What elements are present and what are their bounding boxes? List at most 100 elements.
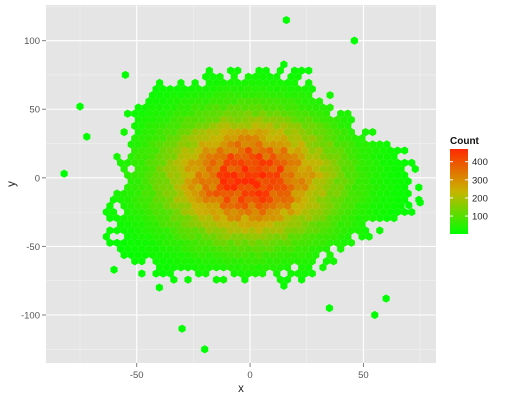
hex-cell	[276, 189, 284, 198]
hex-cell	[305, 238, 313, 247]
hex-cell	[273, 207, 281, 217]
hex-cell	[212, 275, 220, 284]
hex-cell	[287, 232, 295, 241]
hex-cell	[230, 146, 238, 155]
hex-cell	[134, 201, 142, 210]
hex-cell	[180, 220, 189, 229]
hex-cell	[358, 134, 366, 143]
hex-cell	[283, 152, 291, 161]
hex-cell	[379, 158, 387, 167]
hex-cell	[294, 134, 302, 143]
hex-cell	[287, 97, 295, 106]
hex-cell	[386, 207, 394, 217]
hex-cell	[219, 263, 228, 272]
hex-cell	[372, 171, 380, 180]
hex-cell	[131, 232, 139, 241]
hex-cell	[227, 238, 235, 247]
hex-cell	[241, 226, 249, 235]
hex-cell	[241, 238, 249, 247]
hex-cell	[237, 183, 245, 192]
hex-cell	[248, 152, 256, 161]
hex-cell	[159, 146, 167, 155]
hex-cell	[287, 84, 295, 94]
hex-cell	[124, 220, 132, 229]
hex-cell	[322, 220, 331, 229]
hex-cell	[365, 183, 373, 192]
hex-cell	[216, 257, 224, 266]
hex-cell	[145, 232, 153, 241]
hex-cell-outlier	[325, 304, 333, 313]
hex-cell	[234, 128, 242, 137]
hex-cell	[259, 269, 267, 278]
hex-cell	[376, 164, 384, 174]
hex-cell	[390, 152, 398, 161]
hex-cell	[259, 232, 267, 241]
hex-cell	[177, 177, 185, 186]
hex-cell	[344, 195, 352, 204]
hex-cell	[266, 195, 274, 204]
hex-cell	[251, 84, 260, 94]
hex-cell	[266, 109, 274, 118]
hex-cell	[180, 121, 189, 131]
hex-cell	[351, 158, 359, 167]
hex-cell	[216, 84, 224, 94]
hex-cell-outlier	[60, 169, 68, 178]
hex-cell	[308, 220, 316, 229]
hex-cell	[170, 226, 178, 235]
hex-cell	[379, 171, 387, 180]
hex-cell	[166, 244, 174, 254]
hex-cell	[401, 207, 409, 217]
hex-cell	[216, 244, 224, 254]
hex-cell	[145, 121, 153, 131]
hex-cell	[209, 146, 217, 155]
hex-cell	[259, 195, 267, 204]
hex-cell	[347, 140, 355, 149]
hex-cell	[291, 78, 299, 87]
hex-cell	[134, 152, 142, 161]
hex-cell	[159, 134, 167, 143]
hex-cell	[319, 140, 327, 149]
hex-cell	[170, 275, 178, 284]
hex-cell	[315, 232, 323, 241]
hex-cell	[301, 220, 309, 229]
hex-cell	[308, 121, 316, 131]
hex-cell	[170, 214, 178, 223]
hex-cell	[308, 134, 316, 143]
hex-cell	[251, 121, 260, 131]
hex-cell	[298, 164, 306, 174]
hex-cell	[216, 97, 224, 106]
hex-cell	[166, 97, 174, 106]
hex-cell	[273, 146, 281, 155]
hex-cell	[262, 128, 270, 137]
hex-cell	[188, 257, 196, 266]
hex-cell	[319, 103, 327, 112]
hex-cell	[184, 152, 192, 161]
hex-cell	[205, 78, 213, 87]
hex-cell-outlier	[371, 310, 379, 320]
hex-cell	[141, 189, 149, 198]
hex-cell	[138, 183, 146, 192]
hex-cell	[340, 152, 348, 161]
hex-cell	[166, 171, 174, 180]
hex-cell	[120, 226, 128, 235]
hex-cell	[372, 158, 380, 167]
hex-cell	[262, 251, 270, 260]
hex-cell	[330, 220, 338, 229]
hex-cell	[280, 244, 288, 254]
hex-cell	[262, 115, 270, 124]
hex-cell	[326, 177, 334, 186]
hex-cell	[230, 220, 238, 229]
hex-cell	[308, 195, 316, 204]
hex-cell	[184, 263, 192, 272]
hex-cell	[138, 220, 146, 229]
hex-cell	[198, 177, 206, 186]
hex-cell	[212, 140, 220, 149]
hex-cell	[198, 251, 206, 260]
hex-cell	[145, 134, 153, 143]
hex-cell	[145, 207, 153, 217]
hex-cell	[315, 121, 323, 131]
hex-cell	[117, 220, 125, 229]
hex-cell	[280, 171, 288, 180]
hex-cell	[173, 244, 181, 254]
hex-cell	[202, 146, 210, 155]
